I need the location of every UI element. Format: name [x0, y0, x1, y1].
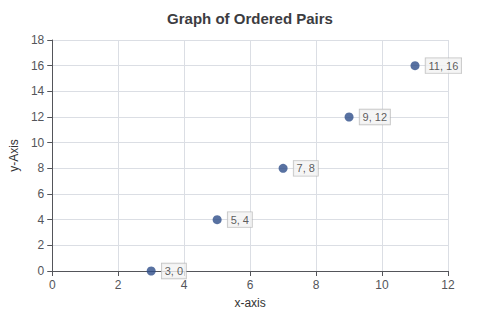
svg-text:16: 16 [31, 59, 45, 73]
svg-text:12: 12 [441, 278, 455, 292]
svg-text:6: 6 [247, 278, 254, 292]
svg-text:0: 0 [38, 264, 45, 278]
svg-text:12: 12 [31, 110, 45, 124]
svg-text:8: 8 [313, 278, 320, 292]
svg-text:11, 16: 11, 16 [429, 60, 459, 72]
svg-text:x-axis: x-axis [234, 296, 265, 310]
svg-text:3, 0: 3, 0 [165, 265, 183, 277]
svg-text:Graph of Ordered Pairs: Graph of Ordered Pairs [167, 10, 333, 27]
svg-text:18: 18 [31, 33, 45, 47]
svg-text:2: 2 [38, 238, 45, 252]
svg-text:2: 2 [115, 278, 122, 292]
svg-text:10: 10 [375, 278, 389, 292]
svg-text:8: 8 [38, 161, 45, 175]
svg-text:4: 4 [38, 213, 45, 227]
svg-text:7, 8: 7, 8 [297, 162, 315, 174]
svg-text:0: 0 [49, 278, 56, 292]
svg-text:y-Axis: y-Axis [7, 139, 21, 172]
svg-text:4: 4 [181, 278, 188, 292]
svg-text:5, 4: 5, 4 [231, 214, 249, 226]
svg-text:9, 12: 9, 12 [363, 111, 387, 123]
svg-text:14: 14 [31, 84, 45, 98]
svg-text:10: 10 [31, 136, 45, 150]
svg-text:6: 6 [38, 187, 45, 201]
